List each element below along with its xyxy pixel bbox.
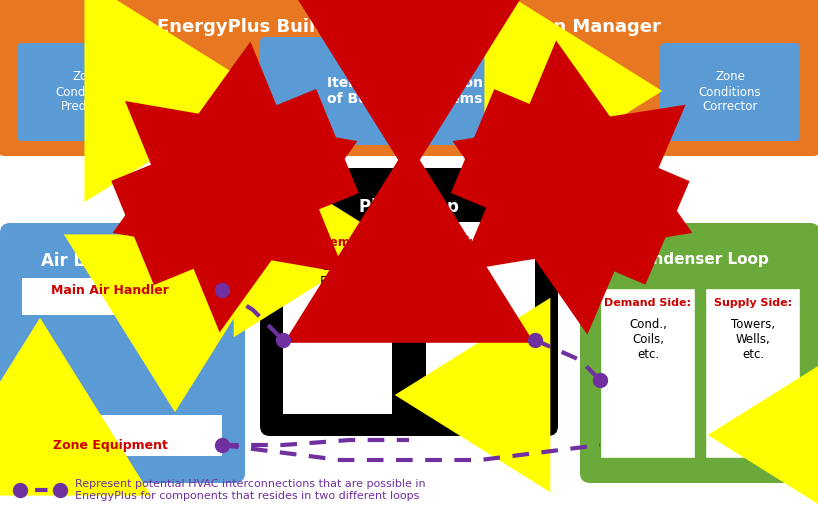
Text: Air Loop: Air Loop [41,252,119,270]
FancyBboxPatch shape [392,222,426,414]
FancyBboxPatch shape [22,278,222,456]
Text: Plant Loop: Plant Loop [359,198,459,216]
FancyBboxPatch shape [660,43,800,141]
FancyBboxPatch shape [17,43,157,141]
FancyBboxPatch shape [0,0,818,156]
FancyBboxPatch shape [600,288,695,458]
Text: Zone Equipment: Zone Equipment [52,439,168,451]
FancyBboxPatch shape [580,223,818,483]
Text: Represent potential HVAC interconnections that are possible in
EnergyPlus for co: Represent potential HVAC interconnection… [75,479,425,501]
FancyBboxPatch shape [0,223,245,483]
Text: Towers,
Wells,
etc.: Towers, Wells, etc. [731,318,775,361]
FancyBboxPatch shape [260,37,550,145]
Text: Supply Side:: Supply Side: [714,298,792,308]
FancyBboxPatch shape [22,315,222,415]
Text: Zone
Conditions
Corrector: Zone Conditions Corrector [699,70,762,113]
Text: EnergyPlus Building Systems Simulation Manager: EnergyPlus Building Systems Simulation M… [157,18,661,36]
Text: Demand Side:: Demand Side: [320,236,412,249]
Text: Iterative Simulation
of Building Systems: Iterative Simulation of Building Systems [327,76,483,106]
Text: Chillers,
Boilers,
etc.: Chillers, Boilers, etc. [432,260,483,303]
FancyBboxPatch shape [705,288,800,458]
Text: Coils,
BB,
etc.: Coils, BB, etc. [320,260,354,303]
Text: Demand Side:: Demand Side: [605,298,691,308]
Text: Main Air Handler: Main Air Handler [51,284,169,297]
FancyBboxPatch shape [600,288,800,458]
Text: Condenser Loop: Condenser Loop [631,252,769,267]
FancyBboxPatch shape [260,168,558,436]
Text: Supply Side:: Supply Side: [432,236,515,249]
Text: Zone
Conditions
Predictor: Zone Conditions Predictor [56,70,119,113]
Text: Cond.,
Coils,
etc.: Cond., Coils, etc. [629,318,667,361]
FancyBboxPatch shape [283,222,535,414]
